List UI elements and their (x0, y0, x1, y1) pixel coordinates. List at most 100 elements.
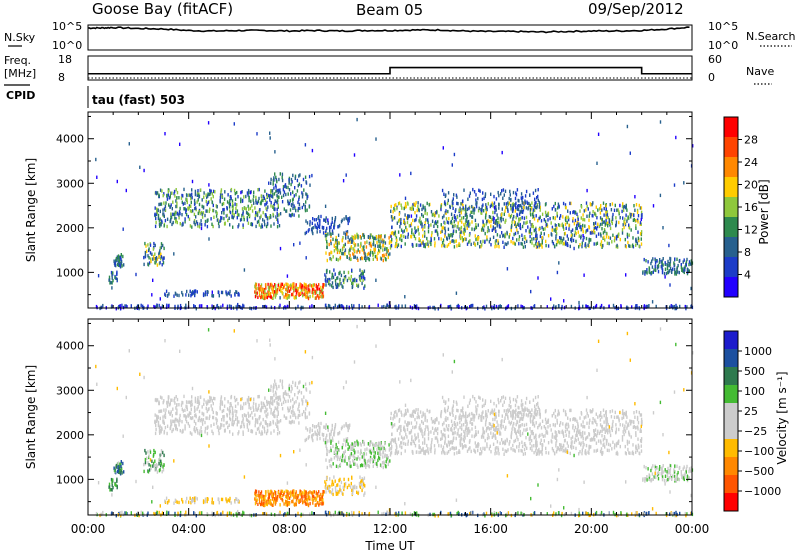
velocity-echo (116, 469, 119, 474)
power-echo (672, 305, 674, 309)
velocity-echo (255, 408, 257, 412)
velocity-echo (175, 417, 177, 422)
velocity-echo (431, 420, 434, 424)
velocity-echo (400, 435, 403, 439)
power-echo (495, 208, 497, 212)
power-echo (436, 209, 438, 214)
power-echo (485, 304, 488, 309)
velocity-echo (165, 496, 168, 500)
velocity-echo (269, 499, 272, 503)
power-echo (403, 234, 405, 239)
power-echo (266, 217, 269, 221)
power-echo (124, 304, 126, 308)
power-echo (248, 190, 250, 195)
power-echo (270, 204, 272, 208)
power-echo (637, 220, 639, 224)
power-echo (516, 213, 519, 218)
power-echo (354, 235, 356, 239)
velocity-echo (299, 492, 301, 496)
velocity-echo (330, 446, 332, 450)
power-echo (168, 203, 170, 207)
power-echo (592, 210, 594, 214)
velocity-echo (516, 414, 518, 418)
power-echo (462, 238, 465, 242)
power-echo (285, 294, 287, 298)
velocity-echo (268, 401, 270, 405)
velocity-echo (315, 425, 317, 429)
power-echo (357, 243, 359, 247)
power-echo (136, 304, 139, 308)
power-echo (395, 236, 398, 240)
velocity-echo (198, 432, 201, 436)
velocity-echo (159, 416, 161, 421)
power-echo (211, 200, 214, 205)
power-echo (569, 201, 571, 206)
power-echo (324, 273, 326, 277)
power-echo (498, 193, 500, 198)
power-echo (306, 193, 308, 197)
power-echo (414, 210, 416, 215)
velocity-echo (289, 406, 291, 410)
power-echo (297, 208, 299, 213)
velocity-echo (152, 464, 154, 468)
power-echo (437, 307, 439, 311)
power-echo (155, 212, 158, 216)
power-echo (518, 238, 520, 242)
velocity-echo (602, 427, 604, 431)
power-echo (534, 201, 536, 206)
power-echo (257, 286, 259, 291)
power-xticks (87, 112, 693, 308)
power-echo (415, 201, 417, 205)
velocity-echo (186, 407, 188, 412)
power-echo (544, 210, 547, 215)
power-echo (374, 250, 376, 255)
velocity-echo (187, 421, 189, 426)
velocity-echo (227, 400, 229, 404)
velocity-echo (502, 424, 504, 429)
velocity-echo (173, 398, 175, 403)
velocity-echo (275, 396, 277, 400)
power-echo (447, 233, 450, 237)
power-echo (291, 203, 293, 208)
velocity-echo (232, 411, 234, 415)
power-echo (625, 204, 627, 208)
power-echo (542, 227, 545, 231)
power-echo (495, 239, 497, 243)
velocity-echo (336, 483, 338, 488)
velocity-echo (287, 406, 289, 410)
power-echo (390, 215, 393, 219)
power-echo (458, 242, 460, 246)
power-echo (320, 289, 322, 293)
power-echo (351, 303, 353, 308)
power-echo (554, 201, 556, 206)
power-echo (504, 232, 506, 236)
power-echo (423, 243, 425, 247)
velocity-echo (196, 497, 198, 501)
velocity-echo (290, 490, 292, 494)
velocity-echo (261, 502, 264, 507)
velocity-echo (285, 416, 287, 420)
power-echo (529, 208, 532, 212)
power-echo (515, 215, 517, 220)
power-echo (505, 218, 507, 223)
velocity-echo (299, 489, 301, 493)
power-echo (228, 205, 231, 209)
power-echo (644, 270, 646, 274)
power-echo (684, 304, 686, 309)
power-echo (412, 232, 414, 236)
velocity-echo (494, 447, 497, 451)
power-echo (685, 260, 688, 264)
velocity-echo (448, 424, 450, 428)
power-echo (351, 281, 353, 286)
power-echo (464, 221, 467, 225)
power-echo (259, 293, 261, 298)
power-echo (484, 307, 486, 311)
power-echo (238, 213, 240, 217)
power-echo (519, 222, 521, 227)
power-echo (352, 238, 354, 242)
power-echo (643, 257, 645, 262)
power-echo (420, 243, 422, 247)
power-echo (180, 196, 183, 200)
velocity-echo (272, 399, 274, 404)
power-echo (492, 217, 494, 222)
